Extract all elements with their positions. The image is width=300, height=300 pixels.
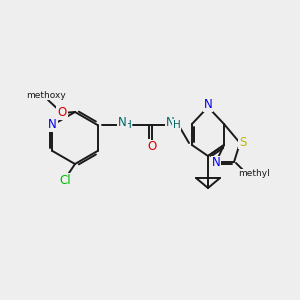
Text: H: H [124, 120, 131, 130]
Text: N: N [118, 116, 127, 130]
Text: O: O [147, 140, 156, 154]
Text: H: H [172, 120, 180, 130]
Text: N: N [166, 116, 175, 130]
Text: O: O [57, 106, 67, 119]
Text: methoxy: methoxy [26, 91, 66, 100]
Text: methyl: methyl [238, 169, 270, 178]
Text: Cl: Cl [59, 173, 71, 187]
Text: S: S [239, 136, 247, 148]
Text: N: N [212, 157, 220, 169]
Text: N: N [204, 98, 212, 112]
Text: N: N [48, 118, 57, 131]
